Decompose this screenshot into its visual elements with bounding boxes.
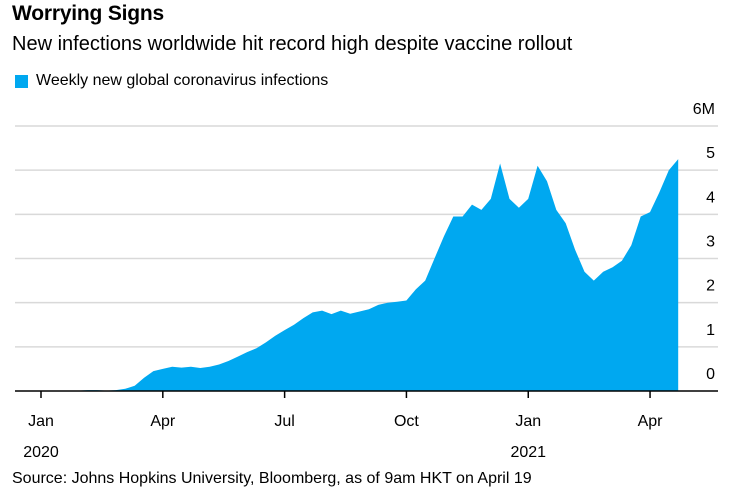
legend: Weekly new global coronavirus infections xyxy=(15,72,328,90)
chart-title: Worrying Signs xyxy=(12,2,164,25)
x-tick-label: Jan xyxy=(515,413,541,430)
x-tick-label: Apr xyxy=(150,413,176,430)
x-tick-year-label: 2021 xyxy=(510,444,546,461)
x-tick-year-label: 2020 xyxy=(23,444,59,461)
series-area xyxy=(41,159,679,391)
x-tick-label: Jan xyxy=(28,413,54,430)
x-tick-label: Oct xyxy=(394,413,419,430)
x-tick-label: Apr xyxy=(638,413,664,430)
y-axis-tick-labels: 0 1 2 3 4 5 6M xyxy=(693,101,715,383)
x-tick-label: Jul xyxy=(274,413,294,430)
y-tick-label: 2 xyxy=(706,278,715,295)
legend-label: Weekly new global coronavirus infections xyxy=(36,72,329,89)
legend-swatch xyxy=(15,74,28,88)
chart-subtitle: New infections worldwide hit record high… xyxy=(12,33,573,55)
y-tick-label: 0 xyxy=(706,366,715,383)
x-axis xyxy=(15,390,718,398)
x-axis-tick-labels: Jan 2020 Apr Jul Oct Jan 2021 Apr xyxy=(23,413,663,461)
y-tick-label: 5 xyxy=(706,145,715,162)
y-tick-label: 6M xyxy=(693,101,715,118)
source-note: Source: Johns Hopkins University, Bloomb… xyxy=(12,470,532,487)
y-tick-label: 1 xyxy=(706,322,715,339)
y-tick-label: 3 xyxy=(706,234,715,251)
series-area-layer xyxy=(41,159,679,391)
y-tick-label: 4 xyxy=(706,189,715,206)
